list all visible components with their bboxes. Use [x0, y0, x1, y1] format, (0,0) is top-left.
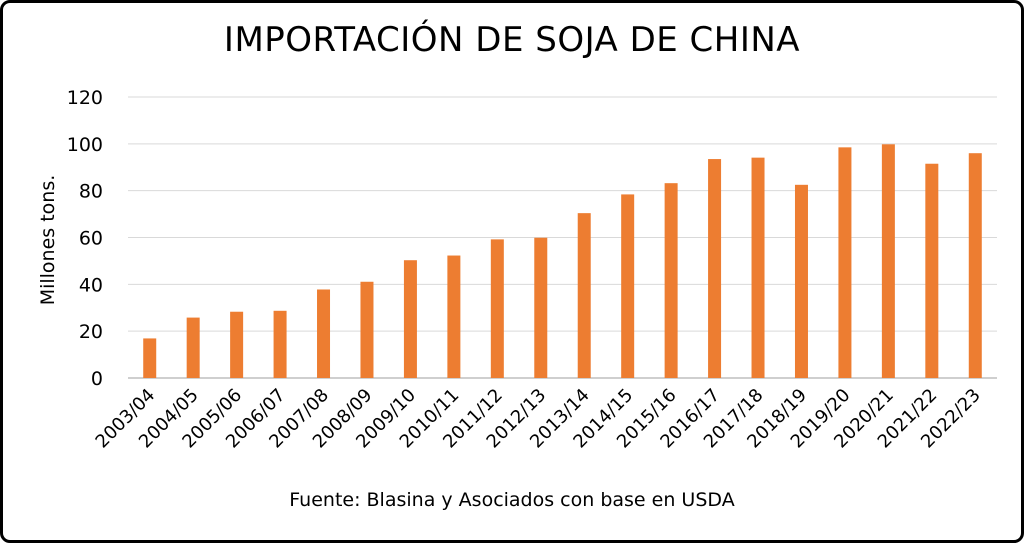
bar [490, 239, 504, 378]
y-tick-label: 20 [79, 321, 103, 343]
y-tick-label: 0 [91, 368, 103, 390]
bar [751, 157, 765, 378]
bar [273, 310, 287, 378]
bar [360, 281, 374, 378]
bar [230, 311, 244, 378]
y-tick-label: 100 [67, 134, 103, 156]
y-tick-label: 40 [79, 274, 103, 296]
source-note: Fuente: Blasina y Asociados con base en … [289, 489, 735, 511]
bar [577, 213, 591, 378]
bar [708, 159, 722, 378]
bar [447, 255, 461, 378]
bar [317, 289, 331, 378]
chart-title: IMPORTACIÓN DE SOJA DE CHINA [223, 20, 801, 60]
bar [838, 147, 852, 378]
y-tick-label: 60 [79, 228, 103, 250]
bar [534, 237, 548, 378]
y-tick-label: 120 [67, 87, 103, 109]
bar [403, 260, 417, 378]
bar [794, 184, 808, 378]
bar [925, 163, 939, 378]
bar [186, 317, 200, 378]
bar [621, 194, 635, 378]
bar [968, 153, 982, 378]
bar [664, 183, 678, 378]
bar [143, 338, 157, 378]
y-tick-label: 80 [79, 181, 103, 203]
bar [881, 144, 895, 378]
